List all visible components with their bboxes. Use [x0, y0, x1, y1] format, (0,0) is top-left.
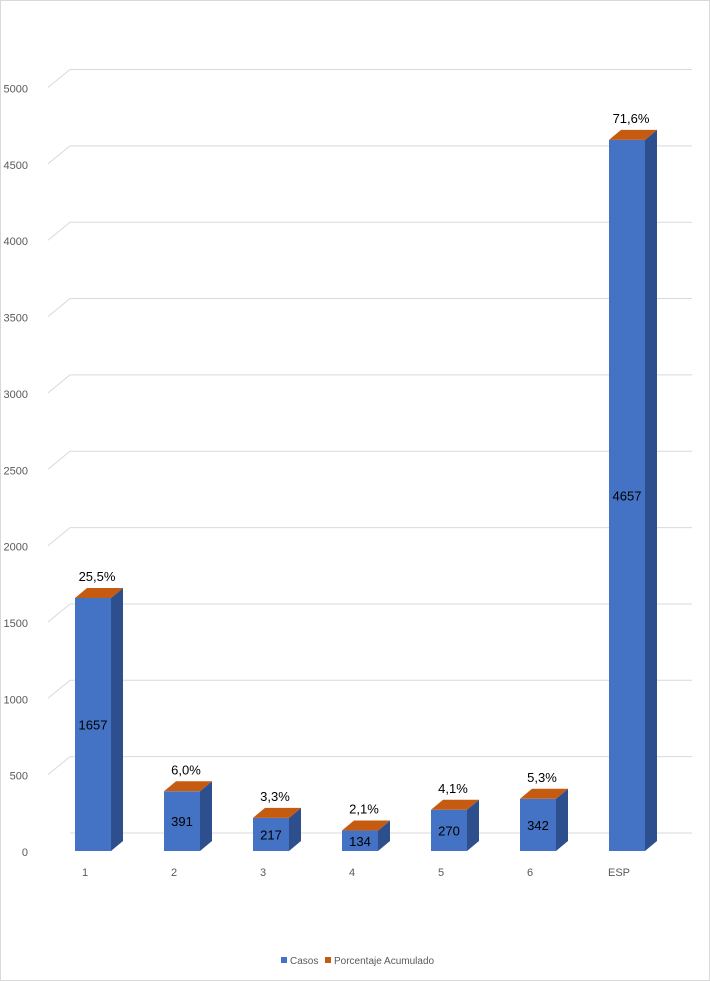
- gridline: [47, 679, 71, 699]
- bar-side: [289, 807, 301, 851]
- gridline: [47, 145, 71, 165]
- legend-swatch-porcentaje: [325, 957, 331, 963]
- gridline: [47, 450, 71, 470]
- y-tick-label: 4500: [4, 160, 28, 172]
- x-tick-label: 2: [171, 867, 177, 879]
- gridline: [47, 69, 71, 88]
- bar-side: [111, 587, 123, 851]
- bar-cap: [431, 799, 479, 810]
- x-tick-label: 6: [527, 867, 533, 879]
- percentage-label: 4,1%: [438, 781, 468, 796]
- legend-label-porcentaje: Porcentaje Acumulado: [334, 956, 435, 967]
- bar-value-label: 1657: [79, 717, 108, 732]
- gridline: [47, 603, 71, 623]
- percentage-label: 3,3%: [260, 789, 290, 804]
- bar-value-label: 217: [260, 827, 282, 842]
- bar-cap: [342, 820, 390, 831]
- y-tick-label: 1000: [4, 694, 28, 706]
- legend-swatch-casos: [281, 957, 287, 963]
- y-tick-label: 2500: [4, 465, 28, 477]
- bar: [520, 798, 556, 851]
- legend-label-casos: Casos: [290, 956, 318, 967]
- bar-cap: [75, 587, 123, 598]
- bar-cap: [609, 129, 657, 140]
- bar: [253, 817, 289, 851]
- gridline: [47, 756, 71, 776]
- bar-side: [467, 799, 479, 851]
- y-tick-label: 2000: [4, 542, 28, 554]
- y-tick-label: 1500: [4, 618, 28, 630]
- y-tick-label: 3500: [4, 313, 28, 325]
- bar-side: [378, 820, 390, 851]
- percentage-label: 6,0%: [171, 762, 201, 777]
- bar-value-label: 391: [171, 814, 193, 829]
- y-tick-label: 3000: [4, 389, 28, 401]
- x-tick-label: 5: [438, 867, 444, 879]
- x-tick-label: 4: [349, 867, 355, 879]
- bar-side: [645, 129, 657, 851]
- bar-cap: [253, 807, 301, 818]
- percentage-label: 5,3%: [527, 770, 557, 785]
- bar-value-label: 342: [527, 818, 549, 833]
- gridline: [47, 374, 71, 394]
- bar: [609, 139, 645, 851]
- bar-side: [556, 788, 568, 851]
- x-tick-label: ESP: [608, 867, 630, 879]
- percentage-label: 71,6%: [613, 111, 650, 126]
- y-tick-label: 500: [10, 771, 28, 783]
- percentage-label: 2,1%: [349, 802, 379, 817]
- bar: [342, 830, 378, 851]
- y-tick-label: 5000: [4, 84, 28, 96]
- x-tick-label: 3: [260, 867, 266, 879]
- bar-cap: [164, 781, 212, 792]
- bar-side: [200, 781, 212, 851]
- percentage-label: 25,5%: [79, 569, 116, 584]
- gridline: [47, 221, 71, 241]
- gridline: [47, 527, 71, 546]
- bar-cap: [520, 788, 568, 799]
- bar-value-label: 134: [349, 834, 371, 849]
- bar-value-label: 270: [438, 823, 460, 838]
- y-tick-label: 4000: [4, 236, 28, 248]
- bar: [431, 809, 467, 851]
- bar-value-label: 4657: [613, 488, 642, 503]
- gridline: [47, 298, 71, 317]
- bar: [164, 791, 200, 851]
- bar: [75, 597, 111, 851]
- y-tick-label: 0: [22, 847, 28, 859]
- x-tick-label: 1: [82, 867, 88, 879]
